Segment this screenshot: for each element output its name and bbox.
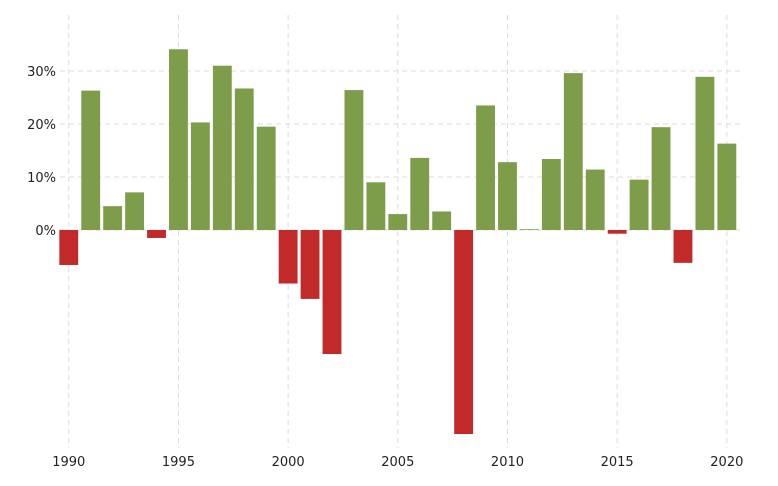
x-tick-label-2010: 2010 [491, 455, 524, 470]
bar-2018 [673, 230, 693, 263]
bars [59, 49, 737, 435]
bar-1998 [234, 88, 254, 231]
bar-2015 [607, 230, 627, 234]
bar-2005 [388, 214, 408, 230]
bar-2003 [344, 90, 364, 230]
bar-2007 [432, 211, 452, 230]
x-tick-label-1995: 1995 [162, 455, 195, 470]
bar-2013 [563, 73, 583, 231]
bar-2019 [695, 76, 715, 230]
bar-1995 [169, 49, 188, 230]
y-tick-label-20pct: 20% [27, 118, 56, 133]
bar-1993 [125, 192, 145, 230]
bar-2008 [454, 230, 474, 435]
bar-2011 [519, 229, 539, 230]
bar-1996 [190, 122, 210, 230]
bar-2002 [322, 230, 342, 355]
bar-2014 [585, 169, 605, 230]
x-tick-label-2020: 2020 [710, 455, 743, 470]
bar-1992 [103, 206, 123, 230]
bar-1994 [147, 230, 166, 238]
bar-2000 [278, 230, 298, 284]
bar-2009 [476, 105, 495, 230]
x-axis-ticks: 1990 1995 2000 2005 2010 2015 2020 [52, 455, 743, 470]
x-tick-label-2015: 2015 [601, 455, 634, 470]
bar-1991 [81, 90, 101, 230]
x-tick-label-1990: 1990 [52, 455, 85, 470]
y-tick-label-10pct: 10% [27, 171, 56, 186]
bar-1999 [256, 126, 276, 230]
y-tick-label-30pct: 30% [27, 65, 56, 80]
bar-2016 [629, 179, 649, 230]
x-tick-label-2000: 2000 [272, 455, 305, 470]
y-axis-ticks: 0% 10% 20% 30% [27, 65, 56, 239]
bar-2017 [651, 127, 671, 230]
bar-2004 [366, 182, 386, 230]
bar-2006 [410, 157, 430, 230]
y-tick-label-0pct: 0% [35, 224, 56, 239]
bar-1997 [212, 65, 232, 230]
bar-2001 [300, 230, 320, 299]
bar-2012 [541, 158, 561, 230]
bar-2010 [498, 162, 517, 230]
x-tick-label-2005: 2005 [381, 455, 414, 470]
bar-1990 [59, 230, 79, 265]
bar-2020 [717, 143, 737, 230]
